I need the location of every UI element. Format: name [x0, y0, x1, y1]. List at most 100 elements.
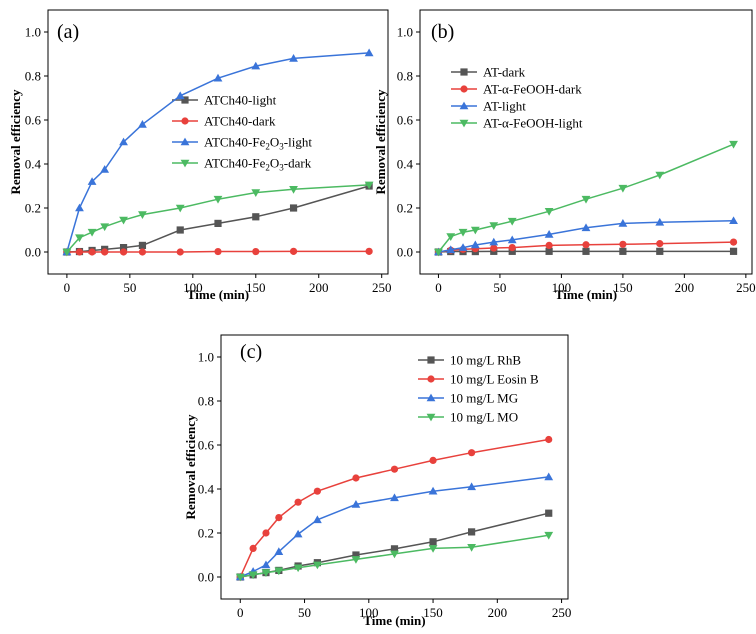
- legend-swatch-marker: [459, 101, 469, 110]
- data-point: [544, 531, 554, 540]
- y-axis-label: Removal efficiency: [8, 89, 23, 195]
- x-tick-label: 100: [183, 280, 203, 295]
- legend-label: AT-α-FeOOH-dark: [483, 82, 582, 97]
- plot-frame: [419, 9, 753, 275]
- legend-swatch-marker: [427, 375, 435, 383]
- x-tick-label: 50: [493, 280, 506, 295]
- x-tick-label: 0: [237, 605, 244, 620]
- data-point: [119, 137, 128, 146]
- data-point: [428, 545, 438, 553]
- data-point: [251, 189, 261, 197]
- y-axis-label: Removal efficiency: [373, 89, 388, 195]
- x-tick-label: 100: [552, 280, 572, 295]
- y-tick-label: 0.2: [198, 526, 214, 541]
- legend-label: ATCh40-Fe2O3-dark: [204, 156, 312, 173]
- data-point: [429, 456, 437, 464]
- data-point: [544, 230, 554, 238]
- legend-item-at-feooh-light: AT-α-FeOOH-light: [451, 116, 583, 131]
- x-tick-label: 50: [298, 605, 311, 620]
- data-point: [655, 171, 665, 180]
- y-tick-label: 0.4: [397, 157, 414, 172]
- plot-frame: [47, 9, 389, 275]
- legend-item-atch40-fe2o3-dark: ATCh40-Fe2O3-dark: [172, 156, 312, 173]
- data-point: [261, 569, 271, 577]
- y-tick-label: 0.4: [25, 157, 42, 172]
- data-point: [101, 248, 109, 256]
- data-point: [581, 195, 591, 204]
- data-point: [446, 233, 456, 241]
- data-point: [467, 482, 477, 491]
- data-point: [214, 247, 222, 256]
- data-point: [75, 203, 84, 212]
- data-point: [619, 240, 627, 248]
- legend-item-10-mg-l-mg: 10 mg/L MG: [418, 391, 518, 406]
- x-axis-label: Time (min): [363, 613, 425, 628]
- data-point: [467, 544, 477, 552]
- data-point: [618, 184, 628, 193]
- data-point: [214, 219, 222, 227]
- data-point: [352, 551, 360, 559]
- legend-label: 10 mg/L MO: [450, 410, 518, 425]
- data-point: [428, 486, 438, 495]
- data-point: [729, 216, 738, 225]
- data-point: [312, 561, 322, 570]
- legend-swatch-marker: [181, 96, 189, 104]
- data-point: [176, 226, 184, 234]
- data-point: [252, 247, 260, 256]
- y-tick-label: 0.6: [25, 113, 42, 128]
- data-point: [294, 498, 302, 506]
- x-tick-label: 200: [488, 605, 508, 620]
- legend-item-10-mg-l-mo: 10 mg/L MO: [418, 410, 518, 425]
- data-point: [390, 545, 399, 553]
- x-tick-label: 250: [736, 280, 756, 295]
- series-10-mg-l-mg: [235, 472, 554, 581]
- data-point: [545, 241, 553, 249]
- data-point: [213, 73, 223, 82]
- data-point: [213, 195, 223, 204]
- legend-swatch-marker: [180, 137, 190, 146]
- data-point: [351, 500, 361, 508]
- x-tick-label: 250: [372, 280, 392, 295]
- data-point: [364, 48, 374, 57]
- data-point: [582, 247, 590, 255]
- series-atch40-fe2o3-light: [62, 48, 374, 256]
- data-point: [618, 219, 628, 227]
- data-point: [75, 248, 84, 256]
- legend-swatch-marker: [460, 68, 468, 76]
- data-point: [655, 217, 665, 226]
- legend-swatch-marker: [181, 117, 189, 125]
- y-tick-label: 1.0: [25, 25, 41, 40]
- legend-swatch-marker: [460, 85, 468, 93]
- panel-label: (c): [240, 341, 262, 363]
- x-tick-label: 0: [435, 280, 442, 295]
- y-tick-label: 0.4: [198, 482, 215, 497]
- data-point: [175, 91, 185, 100]
- data-point: [289, 54, 298, 62]
- legend-label: ATCh40-Fe2O3-light: [204, 135, 312, 152]
- data-point: [545, 509, 553, 517]
- data-point: [87, 228, 97, 237]
- y-tick-label: 0.0: [198, 570, 214, 585]
- legend-label: 10 mg/L MG: [450, 391, 518, 406]
- plot-frame: [220, 334, 569, 600]
- data-point: [312, 515, 322, 524]
- data-point: [508, 247, 516, 255]
- y-tick-label: 0.2: [397, 201, 413, 216]
- data-point: [544, 208, 554, 216]
- data-point: [88, 248, 96, 256]
- y-tick-label: 0.8: [25, 69, 41, 84]
- data-point: [313, 487, 321, 495]
- series-10-mg-l-eosin-b: [236, 435, 553, 581]
- panel-label: (b): [431, 21, 454, 43]
- data-point: [75, 234, 84, 243]
- data-point: [351, 556, 361, 564]
- data-point: [176, 248, 184, 256]
- data-point: [274, 547, 284, 555]
- chart-panel-a: 0 50 100 150 200 250 0.0 0.2 0.4 0.6 0.8 1.0 Time (m…: [8, 9, 392, 302]
- y-tick-label: 0.6: [397, 113, 414, 128]
- data-point: [138, 241, 147, 249]
- data-point: [289, 247, 298, 255]
- data-point: [138, 248, 147, 256]
- y-tick-label: 1.0: [198, 350, 214, 365]
- data-point: [729, 247, 738, 255]
